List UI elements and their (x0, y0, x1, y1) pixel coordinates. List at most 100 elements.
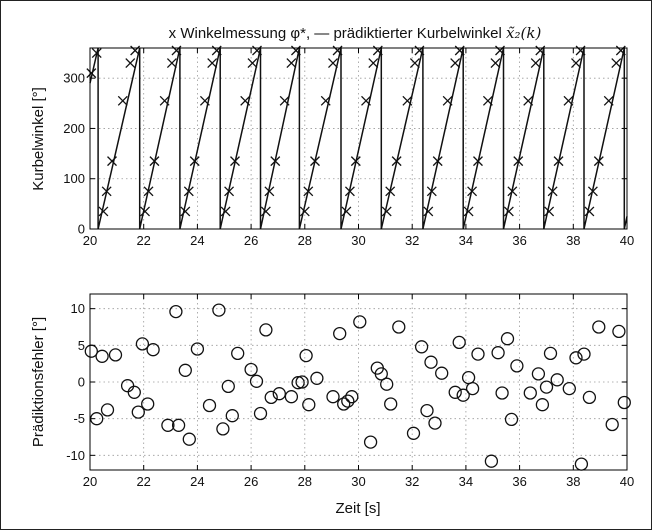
x-tick-label: 30 (351, 474, 365, 489)
plot-title: x Winkelmessung φ*, — prädiktierter Kurb… (169, 24, 542, 42)
error-point-marker (456, 388, 470, 402)
measurement-x-marker (344, 186, 355, 197)
measurement-x-marker (603, 95, 614, 106)
x-tick-label: 38 (566, 474, 580, 489)
error-point-marker (253, 406, 268, 421)
error-point-marker (249, 374, 264, 388)
error-point-marker (333, 326, 347, 341)
error-point-marker (617, 395, 631, 410)
error-point-marker (504, 412, 519, 427)
measurement-x-marker (260, 206, 271, 217)
error-point-marker (414, 340, 429, 354)
error-point-marker (212, 303, 226, 317)
predicted-angle-series-line (89, 47, 628, 230)
error-point-marker (535, 398, 550, 412)
crank-angle-plot: 20 22 24 26 28 30 32 34 36 38 40 0 100 200 300 Kurbelw… (30, 45, 634, 248)
crank-angle-axes-frame (89, 47, 628, 230)
x-tick-label: 22 (136, 233, 150, 248)
crank-angle-y-label: Kurbelwinkel [°] (30, 87, 47, 191)
measurement-x-marker (385, 186, 396, 197)
y-tick-label: 10 (71, 301, 85, 316)
measurement-x-marker (189, 156, 200, 167)
y-tick-label: 0 (78, 375, 85, 390)
y-tick-label: -10 (66, 448, 85, 463)
measurement-x-marker (584, 206, 595, 217)
x-tick-label: 24 (190, 233, 204, 248)
error-point-marker (484, 454, 499, 468)
error-point-marker (169, 304, 183, 319)
measurement-x-marker (553, 156, 564, 167)
y-tick-label: 5 (78, 338, 85, 353)
measurement-x-marker (402, 95, 413, 106)
error-point-marker (141, 397, 155, 411)
error-point-marker (221, 379, 235, 394)
x-tick-label: 20 (83, 474, 97, 489)
error-point-marker (202, 398, 217, 413)
error-point-marker (190, 342, 205, 356)
measurement-x-marker (442, 95, 453, 106)
y-tick-label: -5 (73, 411, 85, 426)
error-point-marker (392, 320, 406, 334)
x-tick-label: 38 (566, 233, 580, 248)
measurement-x-marker (523, 95, 534, 106)
x-tick-label: 24 (190, 474, 204, 489)
measurement-x-marker (310, 156, 320, 167)
x-tick-label: 28 (298, 474, 312, 489)
x-tick-label: 28 (298, 233, 312, 248)
measurement-x-marker (587, 186, 598, 197)
error-point-marker (569, 351, 583, 365)
measurement-x-marker (149, 156, 160, 167)
error-point-marker (582, 390, 597, 405)
x-tick-label: 36 (512, 474, 526, 489)
measurement-x-marker (183, 186, 194, 197)
measurement-x-marker (513, 156, 524, 167)
error-point-marker (341, 394, 355, 408)
x-tick-label: 20 (83, 233, 97, 248)
error-point-marker (182, 432, 196, 446)
error-point-marker (216, 422, 230, 436)
error-point-marker (550, 373, 564, 387)
error-point-marker (435, 366, 449, 380)
measurement-x-marker (350, 156, 361, 167)
x-tick-label: 32 (405, 233, 419, 248)
x-tick-label: 22 (136, 474, 150, 489)
error-point-marker (353, 315, 367, 329)
measurement-x-marker (473, 156, 483, 167)
error-point-marker (259, 323, 273, 337)
measurement-x-marker (125, 58, 136, 69)
prediction-error-plot: 20 22 24 26 28 30 32 34 36 38 40 -10 -5 0 5 10 Prädikti… (30, 293, 634, 517)
error-point-marker (495, 386, 509, 400)
measurement-x-marker (409, 58, 420, 69)
measurement-x-marker (530, 58, 541, 69)
time-x-label: Zeit [s] (335, 500, 380, 517)
error-point-marker (406, 426, 421, 440)
error-point-marker (299, 348, 313, 363)
measurement-x-marker (328, 58, 338, 69)
measurement-x-marker (86, 68, 97, 79)
measurement-x-marker (166, 58, 177, 69)
measurement-x-marker (220, 206, 231, 217)
predicted-angle-line (89, 47, 628, 230)
measurement-x-marker (593, 156, 604, 167)
error-point-marker (131, 405, 145, 419)
measurement-x-marker (571, 58, 581, 69)
x-tick-label: 40 (620, 474, 634, 489)
measurement-x-marker (247, 58, 258, 69)
error-point-marker (100, 403, 115, 417)
measurement-x-marker (426, 186, 437, 197)
error-point-marker (302, 398, 316, 412)
error-point-marker (592, 320, 606, 334)
measurement-x-marker (450, 58, 461, 69)
measurement-x-marker (463, 206, 474, 217)
crank-angle-tick-labels: 20 22 24 26 28 30 32 34 36 38 40 0 100 200 300 (63, 48, 634, 248)
error-point-marker (84, 344, 98, 358)
error-point-marker (510, 359, 524, 373)
error-point-marker (337, 397, 351, 411)
error-point-marker (531, 367, 546, 381)
error-point-marker (428, 416, 442, 430)
x-tick-label: 26 (244, 474, 258, 489)
error-point-marker (605, 417, 619, 432)
measurement-x-marker (423, 206, 434, 217)
measurement-x-marker (91, 48, 102, 58)
